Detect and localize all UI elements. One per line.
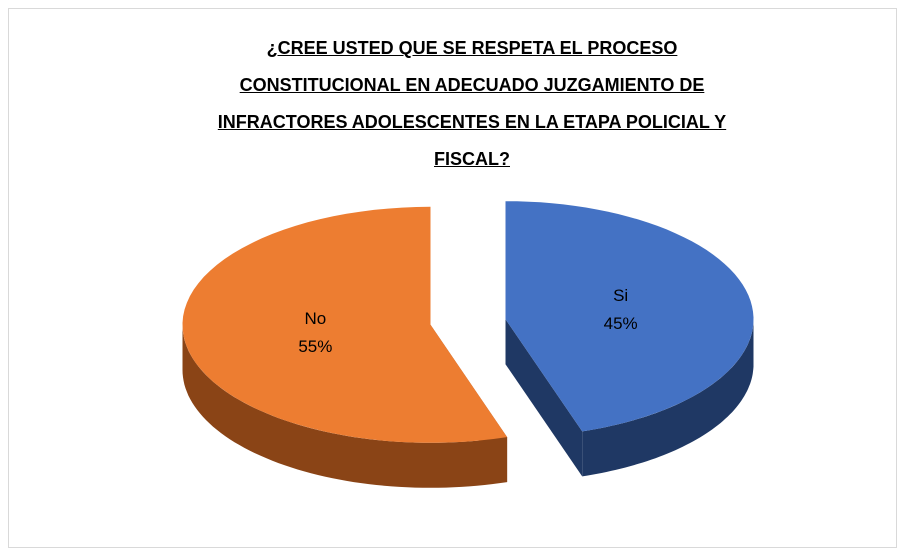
page: ¿CREE USTED QUE SE RESPETA EL PROCESO CO…	[8, 8, 897, 548]
slice-edge-face	[505, 319, 583, 477]
chart-title: ¿CREE USTED QUE SE RESPETA EL PROCESO CO…	[217, 38, 727, 169]
slice	[182, 206, 508, 443]
slice-value-label: 55%	[298, 337, 332, 356]
slice-side	[582, 319, 754, 477]
slice-side	[182, 324, 508, 488]
slice-category-label: No	[304, 309, 326, 328]
slice-category-label: Si	[613, 286, 628, 305]
slice	[505, 201, 754, 432]
chart: Si 45% No 55%	[182, 201, 754, 488]
slice-value-label: 45%	[604, 314, 638, 333]
